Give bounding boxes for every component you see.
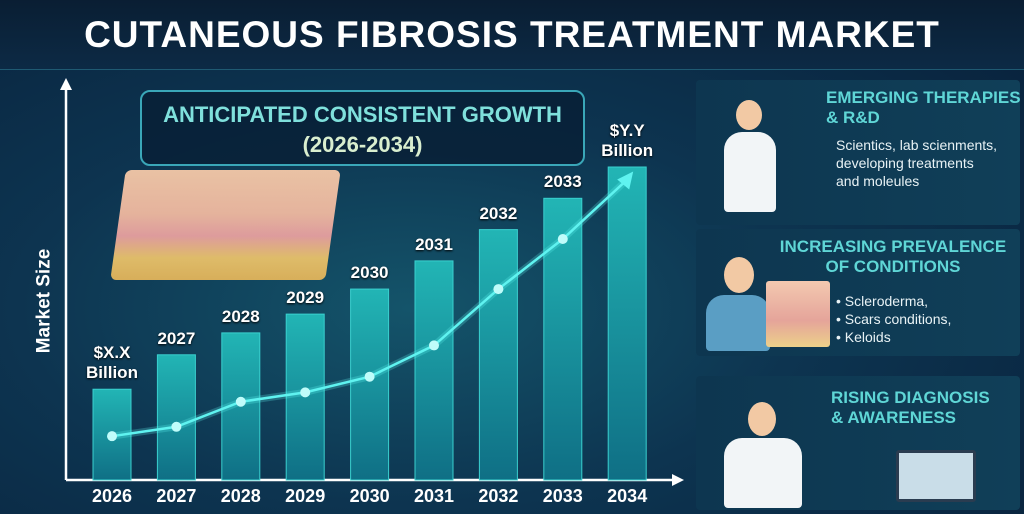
bar-label: 2030 [350,263,389,283]
x-axis-arrow-icon [672,474,684,486]
page-title: CUTANEOUS FIBROSIS TREATMENT MARKET [84,13,940,55]
trend-point-2031 [429,340,439,351]
trend-point-2030 [364,371,375,382]
doctor-coat-icon [724,438,802,508]
chart-title: ANTICIPATED CONSISTENT GROWTH [163,102,562,127]
doctor-icon [748,402,776,436]
x-tick-label: 2028 [220,486,261,506]
y-axis-label: Market Size [33,248,55,354]
bar-2034 [607,166,647,481]
panel-increasing-prevalence: INCREASING PREVALENCE OF CONDITIONS • Scl… [696,229,1020,356]
patient-icon [724,257,754,293]
bar-2032 [478,229,518,481]
x-tick-label: 2029 [285,486,326,506]
skin-sample-icon [766,281,830,347]
patient-shirt-icon [706,295,770,351]
panel-emerging-therapies: EMERGING THERAPIES & R&D Scientics, lab s… [696,80,1021,225]
panel-rising-diagnosis: RISING DIAGNOSIS & AWARENESS [696,376,1020,510]
trend-point-2028 [235,396,246,407]
title-banner: CUTANEOUS FIBROSIS TREATMENT MARKET [0,0,1024,70]
x-tick-label: 2033 [542,486,583,506]
trend-point-2027 [171,421,182,432]
bar-label: 2033 [543,172,582,192]
trend-arrow-icon [617,171,634,190]
lab-coat-icon [724,132,776,212]
panel-heading: RISING DIAGNOSIS & AWARENESS [831,388,990,427]
chart-subtitle: (2026-2034) [302,132,423,157]
growth-callout: ANTICIPATED CONSISTENT GROWTH (2026-2034… [140,90,585,166]
bar-label: 2029 [286,288,325,308]
trend-point-2032 [493,284,504,295]
bar-label: $Y.Y Billion [601,121,654,160]
panel-text: Scientics, lab scienments, developing tre… [836,137,998,189]
bar-label: 2027 [157,328,196,348]
x-tick-label: 2032 [478,486,519,506]
panel-heading: INCREASING PREVALENCE OF CONDITIONS [779,237,1007,276]
panel-heading: EMERGING THERAPIES & R&D [826,88,1021,127]
monitor-icon [896,450,976,502]
market-chart: ANTICIPATED CONSISTENT GROWTH (2026-2034… [0,70,690,514]
trend-point-2026 [107,431,117,442]
panel-list: • Scleroderma, • Scars conditions, • Keloi… [836,293,952,345]
scientist-icon [736,100,762,130]
x-tick-label: 2034 [607,486,648,506]
x-tick-label: 2030 [349,486,390,506]
bar-label: 2032 [479,203,518,223]
bar-2031 [414,260,454,481]
trend-point-2033 [557,233,568,244]
bar-label: 2028 [221,306,260,326]
x-tick-label: 2026 [91,486,133,506]
bar-label: $X.X Billion [86,343,138,383]
bar-2027 [156,354,196,481]
bar-2030 [350,288,390,481]
chart-svg [60,78,684,486]
x-tick-label: 2027 [156,486,197,506]
x-tick-label: 2031 [413,486,455,506]
trend-point-2029 [300,387,311,398]
y-axis-arrow-icon [60,78,72,90]
bar-2033 [543,197,583,481]
bar-label: 2031 [415,234,453,254]
